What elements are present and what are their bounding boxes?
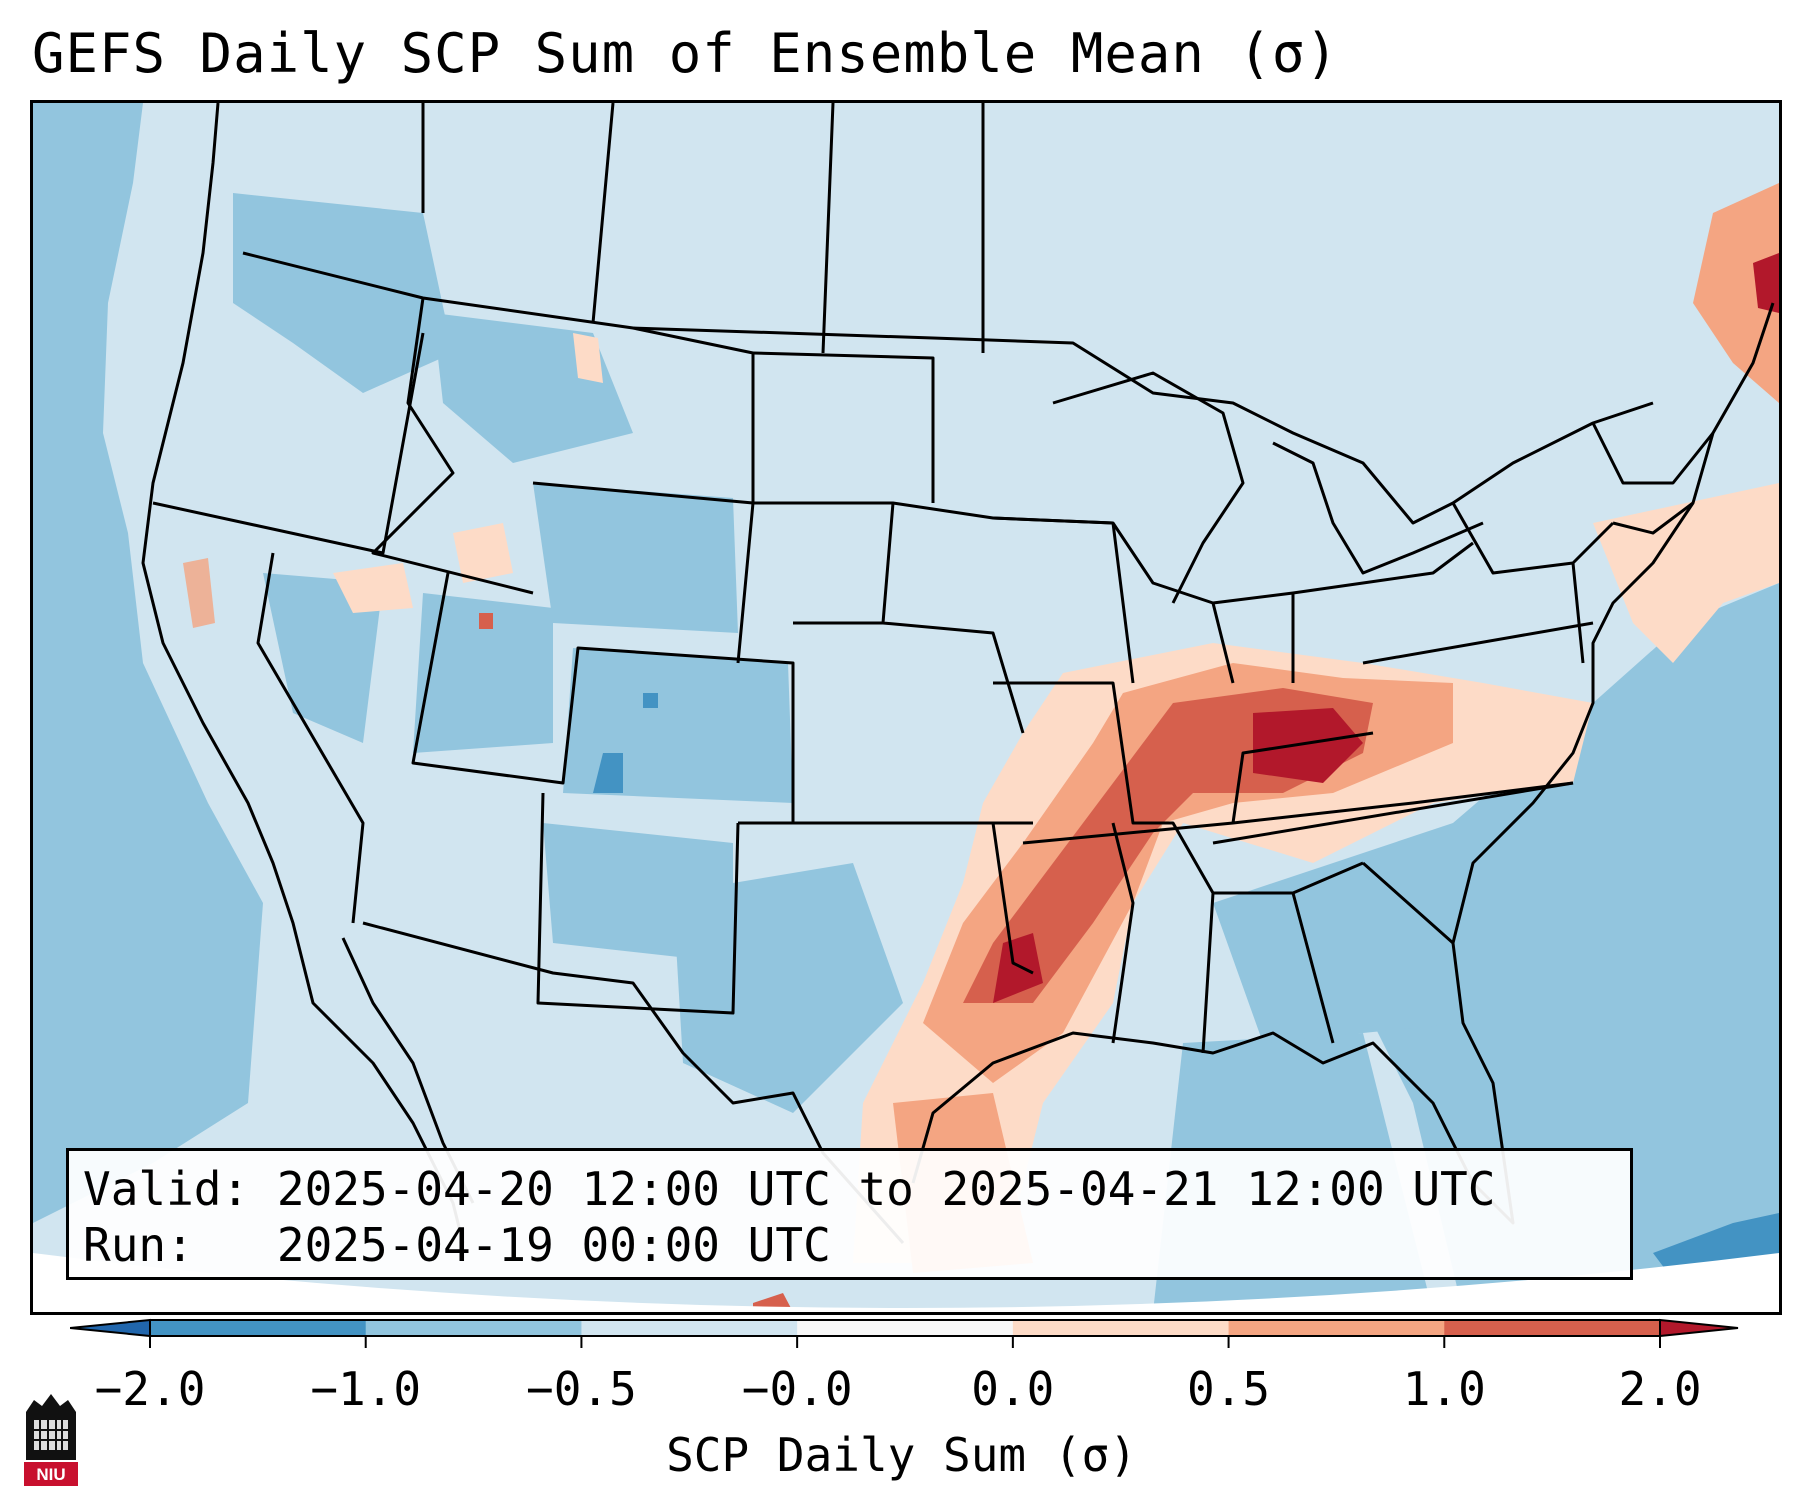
state-id-mt (371, 297, 534, 595)
pacific-positive-streak (183, 558, 215, 628)
canada-province-lines (421, 103, 985, 354)
colorbar-extend-high (1659, 1318, 1739, 1338)
state-midwest (992, 516, 1594, 684)
us-canada-border (242, 251, 1654, 525)
colorbar-tick-label: 0.0 (971, 1362, 1055, 1416)
corridor-light-positive (853, 643, 1593, 1263)
idaho-positive-patch (573, 333, 603, 383)
colorbar-ticks (149, 1336, 1661, 1348)
texas-negative-region (673, 863, 903, 1113)
atlantic-negative-region (1333, 583, 1779, 1312)
northwest-negative-region (233, 193, 453, 393)
scp-field-map (33, 103, 1779, 1312)
colorbar-tick-label: −2.0 (94, 1362, 206, 1416)
colorbar-extend-low (70, 1318, 151, 1338)
colorbar-segment (581, 1320, 798, 1336)
great-lakes-line (1052, 371, 1484, 604)
colorbar-segment (1444, 1320, 1661, 1336)
colorbar-tick-label: 0.5 (1187, 1362, 1271, 1416)
colorado-strong-negative (593, 753, 623, 793)
colorbar-segment (150, 1320, 367, 1336)
colorbar-segment (797, 1320, 1014, 1336)
valid-value: 2025-04-20 12:00 UTC to 2025-04-21 12:00… (276, 1162, 1496, 1216)
west-coast-line (141, 103, 465, 1244)
state-central-grid (738, 351, 1364, 975)
map-panel (30, 100, 1782, 1315)
east-coast-line (1451, 302, 1775, 944)
colorbar-segment (1228, 1320, 1445, 1336)
map-title: GEFS Daily SCP Sum of Ensemble Mean (σ) (32, 22, 1339, 85)
state-tn-ky (1022, 731, 1574, 845)
niu-logo: NIU (24, 1394, 78, 1486)
corridor-max-positive-2 (993, 933, 1043, 1003)
southeast-negative-region (1213, 823, 1463, 1043)
corridor-max-positive (1253, 708, 1363, 783)
utah-strong-positive (479, 613, 493, 629)
gulf-coast-line (911, 942, 1515, 1225)
run-value: 2025-04-19 00:00 UTC (276, 1218, 831, 1272)
maritime-strong-positive (1753, 253, 1779, 313)
colorbar-tick-label: −0.0 (741, 1362, 853, 1416)
colorbar-tick-label: −1.0 (310, 1362, 422, 1416)
state-ca-nv (256, 552, 365, 924)
valid-time-info-box: Valid: 2025-04-20 12:00 UTC to 2025-04-2… (66, 1148, 1633, 1280)
utah-positive-patch-2 (453, 523, 513, 583)
colorbar-frame (149, 1319, 1661, 1337)
colorbar-segment (365, 1320, 582, 1336)
atlantic-positive-patch (1593, 483, 1779, 663)
state-south (1111, 781, 1574, 1054)
utah-positive-patch (333, 563, 413, 613)
colorbar-tick-label: 2.0 (1618, 1362, 1702, 1416)
colorbar-segments (150, 1320, 1661, 1336)
colorbar (70, 1318, 1739, 1348)
valid-label: Valid: (83, 1162, 250, 1216)
state-northeast (1451, 422, 1715, 664)
state-nm-tx (536, 792, 740, 1015)
colorbar-tick-label: 1.0 (1402, 1362, 1486, 1416)
utah-negative-region (413, 593, 553, 753)
mexico-border (362, 921, 905, 1244)
projection-edge (33, 1253, 1779, 1312)
colorbar-segment (1012, 1320, 1230, 1336)
colorado-strong-negative-2 (643, 693, 658, 708)
wyoming-negative-region (533, 483, 738, 633)
colorbar-label: SCP Daily Sum (σ) (666, 1428, 1137, 1482)
niu-logo-text: NIU (36, 1465, 65, 1484)
colorbar-tick-label: −0.5 (526, 1362, 637, 1416)
run-label: Run: (83, 1218, 194, 1272)
pacific-negative-region (33, 103, 263, 1223)
